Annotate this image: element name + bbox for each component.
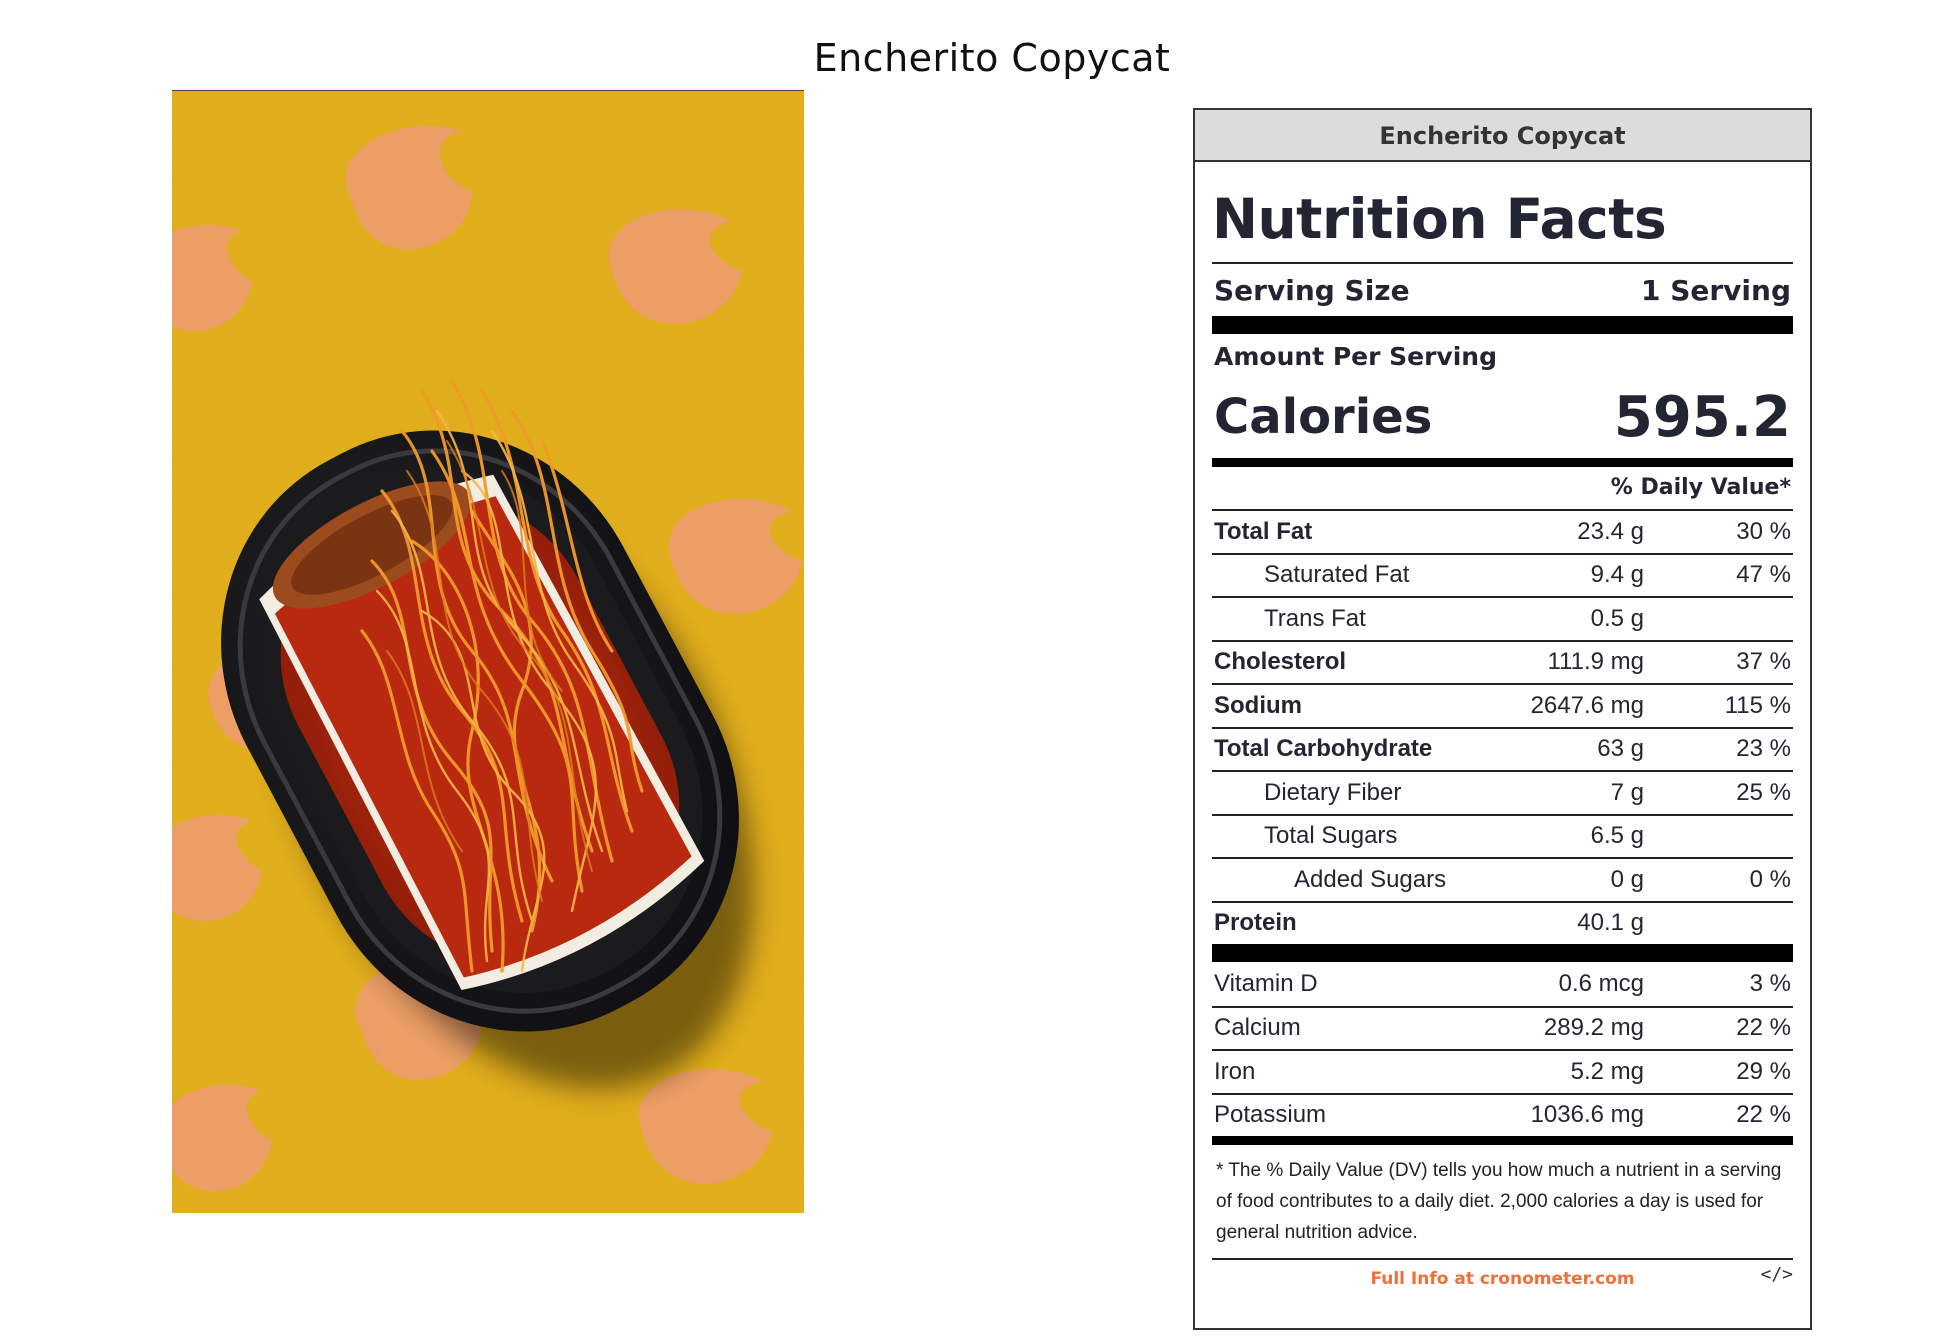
nutrient-name: Sodium bbox=[1214, 691, 1302, 719]
divider-medium bbox=[1212, 1136, 1793, 1145]
nutrient-amount: 63 g bbox=[1597, 735, 1644, 763]
nutrient-list: Total Fat 23.4 g 30 % Saturated Fat 9.4 … bbox=[1212, 509, 1793, 944]
nutrient-amount: 9.4 g bbox=[1590, 561, 1644, 589]
vitamin-daily-value: 22 % bbox=[1736, 1101, 1791, 1129]
nutrient-daily-value: 115 % bbox=[1724, 691, 1791, 719]
nutrient-amount: 0.5 g bbox=[1590, 604, 1644, 632]
vitamin-daily-value: 3 % bbox=[1749, 969, 1791, 997]
nutrition-facts-title: Nutrition Facts bbox=[1212, 187, 1667, 251]
vitamin-row: Iron 5.2 mg 29 % bbox=[1212, 1049, 1793, 1093]
divider bbox=[1212, 262, 1793, 264]
vitamin-name: Potassium bbox=[1214, 1101, 1327, 1129]
vitamin-amount: 0.6 mcg bbox=[1558, 969, 1644, 997]
embed-code-icon[interactable]: </> bbox=[1760, 1264, 1793, 1285]
nutrient-row: Saturated Fat 9.4 g 47 % bbox=[1212, 552, 1793, 597]
nutrient-name: Total Sugars bbox=[1264, 822, 1398, 850]
nutrient-row: Total Fat 23.4 g 30 % bbox=[1212, 509, 1793, 553]
nutrient-daily-value: 47 % bbox=[1736, 561, 1791, 589]
vitamin-name: Iron bbox=[1214, 1057, 1256, 1085]
vitamin-amount: 5.2 mg bbox=[1570, 1057, 1644, 1085]
encherito-illustration bbox=[172, 91, 804, 1213]
nutrient-amount: 111.9 mg bbox=[1547, 648, 1644, 676]
nutrient-row: Cholesterol 111.9 mg 37 % bbox=[1212, 639, 1793, 684]
nutrient-name: Added Sugars bbox=[1294, 865, 1447, 893]
daily-value-header: % Daily Value* bbox=[1610, 475, 1791, 500]
vitamin-list: Vitamin D 0.6 mcg 3 % Calcium 289.2 mg 2… bbox=[1212, 962, 1793, 1136]
divider-thick bbox=[1212, 316, 1793, 334]
nutrient-name: Cholesterol bbox=[1214, 648, 1347, 676]
nutrient-row: Dietary Fiber 7 g 25 % bbox=[1212, 770, 1793, 814]
amount-per-serving: Amount Per Serving bbox=[1214, 342, 1497, 371]
nutrient-amount: 23.4 g bbox=[1577, 517, 1644, 545]
vitamin-daily-value: 22 % bbox=[1736, 1014, 1791, 1042]
nutrient-name: Protein bbox=[1214, 909, 1297, 937]
label-footer: Full Info at cronometer.com </> bbox=[1212, 1260, 1793, 1300]
nutrient-amount: 6.5 g bbox=[1590, 822, 1644, 850]
calories-value: 595.2 bbox=[1613, 384, 1791, 450]
nutrient-daily-value: 0 % bbox=[1749, 865, 1791, 893]
nutrient-daily-value: 23 % bbox=[1736, 735, 1791, 763]
nutrient-amount: 40.1 g bbox=[1577, 909, 1644, 937]
calories-row: Calories 595.2 bbox=[1212, 376, 1793, 458]
nutrient-daily-value: 30 % bbox=[1736, 517, 1791, 545]
vitamin-name: Vitamin D bbox=[1214, 969, 1318, 997]
vitamin-daily-value: 29 % bbox=[1736, 1057, 1791, 1085]
food-photo bbox=[172, 90, 804, 1213]
calories-label: Calories bbox=[1214, 389, 1433, 445]
serving-size-label: Serving Size bbox=[1214, 273, 1410, 307]
vitamin-name: Calcium bbox=[1214, 1014, 1301, 1042]
nutrient-name: Total Carbohydrate bbox=[1214, 735, 1433, 763]
nutrient-name: Dietary Fiber bbox=[1264, 778, 1402, 806]
nutrient-amount: 2647.6 mg bbox=[1530, 691, 1644, 719]
shredded-cheese bbox=[360, 379, 644, 973]
nutrient-row: Sodium 2647.6 mg 115 % bbox=[1212, 683, 1793, 727]
page-title: Encherito Copycat bbox=[813, 36, 1171, 80]
nutrient-amount: 0 g bbox=[1610, 865, 1644, 893]
nutrient-name: Trans Fat bbox=[1264, 604, 1366, 632]
divider-medium bbox=[1212, 458, 1793, 467]
nutrient-row: Protein 40.1 g bbox=[1212, 900, 1793, 945]
serving-size-row: Serving Size 1 Serving bbox=[1212, 264, 1793, 316]
nutrient-daily-value: 37 % bbox=[1736, 648, 1791, 676]
vitamin-row: Vitamin D 0.6 mcg 3 % bbox=[1212, 962, 1793, 1006]
vitamin-row: Potassium 1036.6 mg 22 % bbox=[1212, 1092, 1793, 1137]
label-body: Nutrition Facts Serving Size 1 Serving A… bbox=[1212, 162, 1793, 1300]
nutrient-row: Total Sugars 6.5 g bbox=[1212, 813, 1793, 858]
divider-thick bbox=[1212, 944, 1793, 962]
nutrient-row: Trans Fat 0.5 g bbox=[1212, 596, 1793, 640]
nutrient-row: Total Carbohydrate 63 g 23 % bbox=[1212, 726, 1793, 771]
serving-size-value: 1 Serving bbox=[1640, 273, 1791, 307]
nutrition-label: Encherito Copycat Nutrition Facts Servin… bbox=[1193, 108, 1812, 1330]
vitamin-row: Calcium 289.2 mg 22 % bbox=[1212, 1005, 1793, 1050]
nutrient-row: Added Sugars 0 g 0 % bbox=[1212, 857, 1793, 901]
nutrient-amount: 7 g bbox=[1610, 778, 1644, 806]
daily-value-footnote: * The % Daily Value (DV) tells you how m… bbox=[1212, 1155, 1793, 1260]
vitamin-amount: 289.2 mg bbox=[1543, 1014, 1644, 1042]
cronometer-link[interactable]: Full Info at cronometer.com bbox=[1370, 1269, 1635, 1289]
nutrient-name: Saturated Fat bbox=[1264, 561, 1410, 589]
vitamin-amount: 1036.6 mg bbox=[1530, 1101, 1644, 1129]
nutrient-name: Total Fat bbox=[1214, 517, 1313, 545]
nutrient-daily-value: 25 % bbox=[1736, 778, 1791, 806]
label-header: Encherito Copycat bbox=[1195, 110, 1810, 162]
